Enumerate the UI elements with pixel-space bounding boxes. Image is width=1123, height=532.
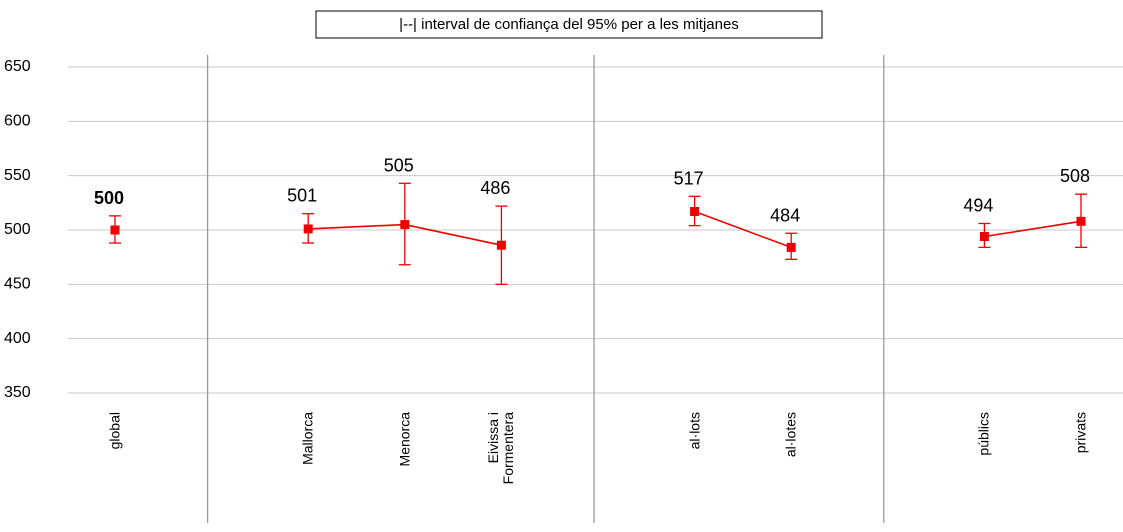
x-tick-label: Eivissa i Formentera (485, 412, 517, 485)
marker (690, 207, 700, 217)
value-label: 501 (287, 186, 317, 206)
x-tick-label: al·lots (686, 412, 703, 450)
marker (496, 240, 506, 250)
x-tick-label: privats (1072, 412, 1089, 454)
value-label: 484 (770, 205, 800, 225)
marker (1076, 216, 1086, 226)
x-tick-label: global (106, 412, 123, 450)
line (984, 220, 1082, 238)
value-label: 494 (963, 195, 993, 215)
marker (979, 232, 989, 242)
legend: |--| interval de confiança del 95% per a… (399, 16, 739, 33)
marker (110, 225, 120, 235)
y-tick-label: 500 (4, 221, 31, 238)
x-tick-label: públics (975, 412, 992, 456)
x-tick-label: Menorca (396, 412, 413, 467)
value-label: 500 (94, 188, 124, 208)
y-tick-label: 350 (4, 384, 31, 401)
y-tick-label: 400 (4, 330, 31, 347)
y-tick-label: 450 (4, 276, 31, 293)
value-label: 517 (674, 168, 704, 188)
y-tick-label: 650 (4, 58, 31, 75)
marker (400, 220, 410, 230)
value-label: 508 (1060, 166, 1090, 186)
y-tick-label: 600 (4, 113, 31, 130)
x-tick-label: al·lotes (782, 412, 799, 458)
value-label: 486 (480, 178, 510, 198)
marker (303, 224, 313, 234)
marker (786, 242, 796, 252)
value-label: 505 (384, 155, 414, 175)
x-tick-label: Mallorca (299, 412, 316, 465)
legend-box (315, 10, 823, 39)
line (694, 210, 792, 249)
y-tick-label: 550 (4, 167, 31, 184)
